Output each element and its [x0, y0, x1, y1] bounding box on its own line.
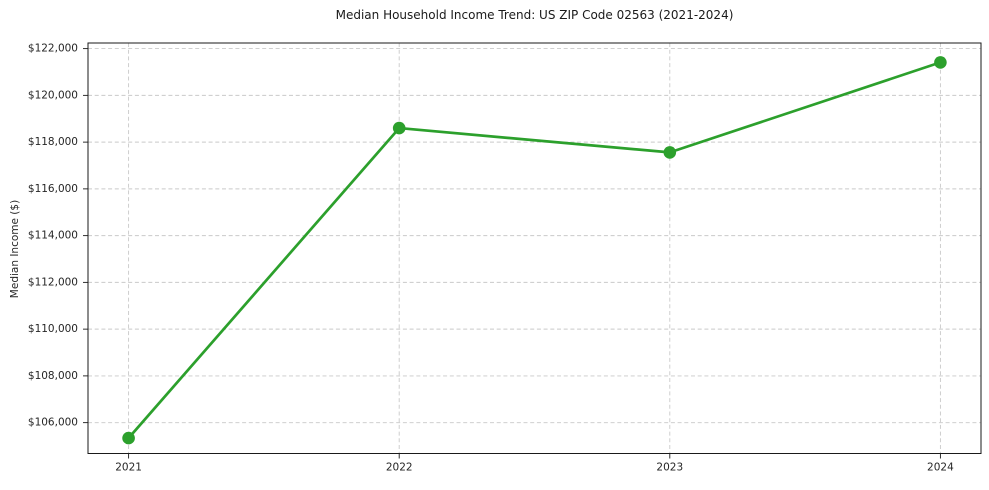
y-tick-label: $118,000 [28, 136, 78, 148]
x-tick-label: 2024 [927, 462, 954, 474]
y-tick-label: $116,000 [28, 183, 78, 195]
data-point [663, 146, 677, 159]
axes-border [87, 42, 982, 454]
x-tick-label: 2023 [656, 462, 683, 474]
x-tick-label: 2022 [386, 462, 413, 474]
y-tick-label: $110,000 [28, 323, 78, 335]
y-tick-label: $106,000 [28, 417, 78, 429]
data-point [392, 121, 406, 135]
y-tick-label: $108,000 [28, 370, 78, 382]
trend-line [127, 61, 942, 440]
x-tick-label: 2021 [115, 462, 142, 474]
data-point [934, 56, 947, 69]
y-tick-label: $122,000 [28, 43, 78, 55]
data-point [122, 431, 135, 445]
chart-title: Median Household Income Trend: US ZIP Co… [335, 8, 734, 22]
y-tick-label: $120,000 [28, 89, 78, 101]
y-tick-label: $114,000 [28, 230, 78, 242]
y-tick-label: $112,000 [28, 276, 78, 288]
